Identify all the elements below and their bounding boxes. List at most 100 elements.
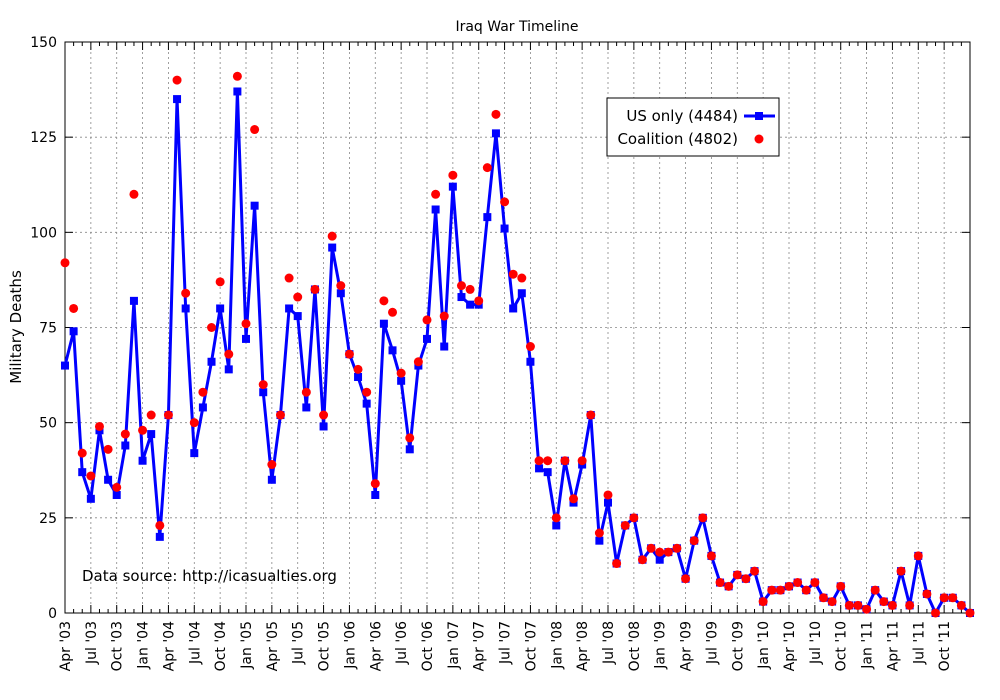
coalition-data-point bbox=[474, 296, 484, 306]
us-data-point bbox=[491, 129, 500, 138]
coalition-data-point bbox=[663, 547, 673, 557]
us-data-point bbox=[155, 532, 164, 541]
coalition-data-point bbox=[275, 410, 285, 420]
coalition-data-point bbox=[353, 364, 363, 374]
data-source-annotation: Data source: http://icasualties.org bbox=[82, 567, 337, 585]
coalition-data-point bbox=[344, 349, 354, 359]
us-data-point bbox=[61, 361, 69, 370]
coalition-data-point bbox=[689, 536, 699, 546]
coalition-data-point bbox=[862, 604, 872, 614]
us-data-point bbox=[423, 334, 431, 343]
coalition-data-point bbox=[732, 570, 742, 580]
coalition-data-point bbox=[577, 456, 587, 466]
us-data-point bbox=[388, 346, 397, 355]
coalition-data-point bbox=[793, 578, 803, 588]
coalition-data-point bbox=[715, 578, 725, 588]
legend: US only (4484) Coalition (4802) bbox=[606, 97, 780, 157]
x-tick-label: Jan '11 bbox=[860, 621, 876, 670]
us-data-point bbox=[224, 365, 233, 374]
us-data-point bbox=[207, 357, 216, 366]
coalition-data-point bbox=[569, 494, 579, 504]
x-tick-label: Jul '10 bbox=[808, 621, 824, 665]
coalition-data-point bbox=[241, 319, 251, 329]
us-data-point bbox=[509, 304, 518, 313]
x-tick-label: Apr '06 bbox=[368, 621, 384, 671]
x-tick-label: Jul '04 bbox=[187, 621, 203, 665]
coalition-data-point bbox=[758, 597, 768, 607]
x-tick-label: Jul '11 bbox=[911, 621, 927, 665]
us-data-point bbox=[371, 490, 380, 499]
us-data-point bbox=[190, 449, 199, 458]
coalition-data-point bbox=[629, 513, 639, 523]
x-tick-label: Jan '09 bbox=[653, 621, 669, 670]
us-data-point bbox=[112, 490, 121, 499]
coalition-data-point bbox=[551, 513, 561, 523]
us-data-point bbox=[121, 441, 130, 450]
us-data-point bbox=[448, 182, 457, 191]
coalition-data-point bbox=[388, 307, 398, 317]
x-tick-label: Jul '03 bbox=[84, 621, 100, 665]
x-tick-label: Jul '07 bbox=[498, 621, 514, 665]
us-data-point bbox=[173, 95, 182, 104]
coalition-data-point bbox=[750, 566, 760, 576]
us-data-point bbox=[431, 205, 440, 214]
us-data-point bbox=[457, 293, 466, 302]
coalition-data-point bbox=[896, 566, 906, 576]
us-data-point bbox=[483, 213, 492, 222]
coalition-data-point bbox=[431, 189, 441, 199]
us-data-point bbox=[147, 430, 156, 439]
coalition-data-point bbox=[69, 303, 79, 313]
us-data-point bbox=[69, 327, 78, 336]
coalition-data-point bbox=[207, 323, 217, 332]
coalition-data-point bbox=[370, 479, 380, 489]
x-tick-label: Oct '10 bbox=[834, 621, 850, 671]
legend-box bbox=[606, 97, 780, 157]
x-tick-label: Apr '08 bbox=[575, 621, 591, 671]
coalition-data-point bbox=[655, 547, 665, 557]
us-data-point bbox=[293, 312, 302, 321]
coalition-data-point bbox=[284, 273, 294, 283]
coalition-data-point bbox=[215, 277, 225, 287]
coalition-data-point bbox=[965, 608, 975, 618]
us-data-point bbox=[302, 403, 311, 412]
coalition-data-point bbox=[362, 387, 372, 397]
coalition-data-point bbox=[681, 574, 691, 584]
us-data-point bbox=[250, 201, 259, 210]
x-tick-label: Apr '05 bbox=[265, 621, 281, 671]
y-tick-label: 50 bbox=[39, 416, 57, 432]
us-data-point bbox=[552, 521, 561, 530]
coalition-data-point bbox=[646, 543, 656, 553]
us-data-point bbox=[319, 422, 328, 431]
coalition-data-point bbox=[637, 555, 647, 565]
us-data-point bbox=[242, 334, 250, 343]
us-data-point bbox=[354, 372, 363, 381]
us-data-point bbox=[655, 555, 664, 564]
coalition-data-point bbox=[198, 387, 208, 397]
coalition-data-point bbox=[163, 410, 173, 420]
x-tick-label: Oct '11 bbox=[937, 621, 953, 671]
coalition-data-point bbox=[672, 543, 682, 553]
us-series-line bbox=[63, 89, 971, 615]
us-data-point bbox=[216, 304, 225, 313]
coalition-data-point bbox=[267, 460, 277, 470]
y-tick-label: 25 bbox=[39, 511, 57, 527]
x-tick-label: Oct '03 bbox=[110, 621, 126, 671]
us-data-point bbox=[285, 304, 294, 313]
coalition-data-point bbox=[439, 311, 449, 321]
coalition-data-point bbox=[482, 163, 492, 173]
x-tick-label: Apr '09 bbox=[679, 621, 695, 671]
coalition-data-point bbox=[60, 258, 70, 268]
x-tick-label: Jan '05 bbox=[239, 621, 255, 670]
coalition-data-point bbox=[189, 418, 199, 428]
x-tick-label: Apr '03 bbox=[58, 621, 74, 671]
coalition-data-point bbox=[922, 589, 932, 599]
coalition-data-point bbox=[310, 284, 320, 294]
coalition-data-point bbox=[525, 342, 535, 352]
x-tick-label: Apr '11 bbox=[885, 621, 901, 671]
coalition-data-point bbox=[103, 444, 113, 454]
coalition-data-point bbox=[620, 520, 630, 530]
coalition-data-point bbox=[767, 585, 777, 595]
us-data-point bbox=[604, 498, 612, 507]
coalition-data-point bbox=[948, 593, 958, 603]
